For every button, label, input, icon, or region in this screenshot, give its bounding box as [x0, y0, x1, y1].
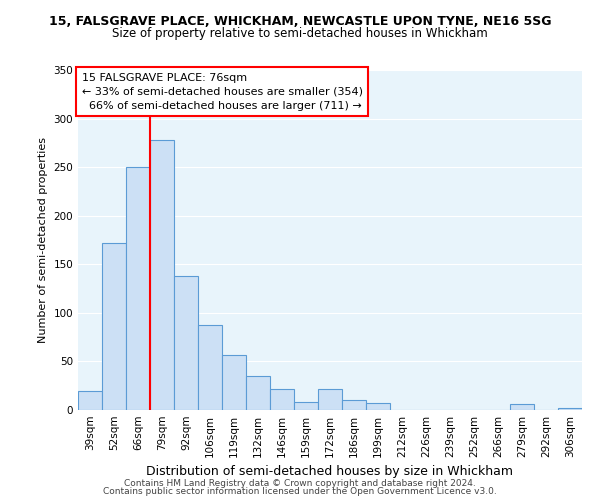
Text: Contains public sector information licensed under the Open Government Licence v3: Contains public sector information licen… — [103, 487, 497, 496]
Bar — [246, 376, 270, 410]
Bar — [366, 403, 390, 410]
Y-axis label: Number of semi-detached properties: Number of semi-detached properties — [38, 137, 48, 343]
Bar — [102, 243, 126, 410]
Bar — [126, 167, 150, 410]
Bar — [294, 402, 318, 410]
Bar — [174, 276, 198, 410]
Bar — [558, 408, 582, 410]
Bar — [78, 390, 102, 410]
Bar — [198, 324, 222, 410]
Bar — [222, 354, 246, 410]
Bar — [342, 400, 366, 410]
Bar — [318, 388, 342, 410]
Text: 15 FALSGRAVE PLACE: 76sqm
← 33% of semi-detached houses are smaller (354)
  66% : 15 FALSGRAVE PLACE: 76sqm ← 33% of semi-… — [82, 73, 362, 111]
Text: 15, FALSGRAVE PLACE, WHICKHAM, NEWCASTLE UPON TYNE, NE16 5SG: 15, FALSGRAVE PLACE, WHICKHAM, NEWCASTLE… — [49, 15, 551, 28]
Bar — [270, 388, 294, 410]
Bar — [150, 140, 174, 410]
Text: Size of property relative to semi-detached houses in Whickham: Size of property relative to semi-detach… — [112, 28, 488, 40]
Bar — [510, 404, 534, 410]
Text: Contains HM Land Registry data © Crown copyright and database right 2024.: Contains HM Land Registry data © Crown c… — [124, 478, 476, 488]
X-axis label: Distribution of semi-detached houses by size in Whickham: Distribution of semi-detached houses by … — [146, 466, 514, 478]
